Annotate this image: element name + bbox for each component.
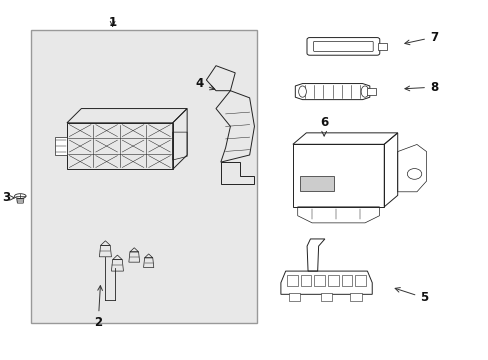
Bar [286,275,297,286]
Text: 6: 6 [319,116,327,136]
Text: 5: 5 [394,288,427,305]
Ellipse shape [298,86,306,97]
Text: 1: 1 [108,16,117,29]
Ellipse shape [15,194,26,198]
Bar [288,293,300,301]
Bar [314,275,325,286]
Text: 4: 4 [195,77,214,90]
Bar [377,43,386,50]
Bar [320,293,332,301]
Bar [366,88,375,95]
Text: 7: 7 [404,31,437,45]
FancyBboxPatch shape [306,37,379,55]
Ellipse shape [361,86,368,97]
Text: 3: 3 [2,192,15,204]
Bar [354,275,365,286]
Bar [55,137,67,156]
Bar [300,275,311,286]
Bar [341,275,352,286]
FancyBboxPatch shape [313,41,372,51]
Text: 2: 2 [94,286,102,329]
Bar [349,293,361,301]
Bar [327,275,338,286]
Bar [31,30,256,323]
Text: 8: 8 [404,81,437,94]
Bar [300,176,333,191]
